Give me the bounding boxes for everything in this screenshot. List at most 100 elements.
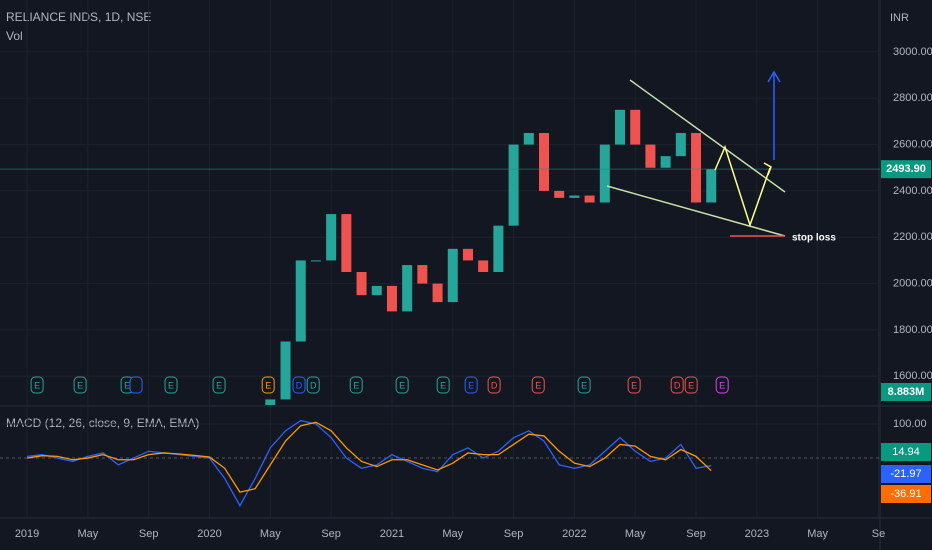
y-tick-label: 3000.00 (893, 46, 932, 58)
x-tick-label: Sep (139, 528, 159, 540)
event-label: D (674, 380, 681, 390)
event-label: E (581, 380, 587, 390)
event-label: E (440, 380, 446, 390)
x-tick-label: 2022 (562, 528, 586, 540)
event-badge (261, 376, 275, 394)
macd-tag-label: -21.97 (890, 468, 921, 480)
event-label: E (688, 380, 694, 390)
x-tick-label: May (625, 528, 646, 540)
candle (280, 341, 291, 400)
price-tag-label: 2493.90 (886, 163, 926, 175)
event-badge (73, 376, 87, 394)
candle (493, 225, 504, 273)
candle (630, 109, 641, 145)
event-label: D (296, 380, 303, 390)
x-tick-label: Sep (686, 528, 706, 540)
macd-line (26, 419, 712, 508)
event-badge (436, 376, 450, 394)
event-badge (464, 376, 478, 394)
symbol: RELIANCE INDS, 1D, NSE (6, 10, 151, 24)
candle (326, 214, 337, 261)
candle (645, 144, 656, 168)
event-label: E (77, 380, 83, 390)
event-badge (164, 376, 178, 394)
event-badge (531, 376, 545, 394)
event-badge (349, 376, 363, 394)
candle (554, 190, 565, 198)
y-tick-label: 1600.00 (893, 370, 932, 382)
event-label: E (353, 380, 359, 390)
candle (691, 132, 702, 203)
event-label: E (399, 380, 405, 390)
event-label: E (535, 380, 541, 390)
x-tick-label: 2023 (745, 528, 769, 540)
macd-tag (881, 485, 931, 503)
macd-tag (881, 465, 931, 483)
event-badge (292, 376, 306, 394)
macd-pane (26, 419, 712, 508)
x-tick-label: 2021 (380, 528, 404, 540)
event-label: E (468, 380, 474, 390)
arrow-head (763, 162, 772, 176)
wedge-top (629, 79, 786, 193)
projection (714, 144, 771, 228)
x-tick-label: Se (872, 528, 885, 540)
event-label: E (719, 380, 725, 390)
candle (660, 156, 671, 168)
currency: INR (890, 12, 909, 24)
event-label: E (265, 380, 271, 390)
x-tick-label: Sep (504, 528, 524, 540)
candle (478, 260, 489, 273)
candle (432, 283, 443, 303)
x-tick-label: May (442, 528, 463, 540)
event-label: E (34, 380, 40, 390)
event-badge (627, 376, 641, 394)
candle (615, 109, 626, 145)
event-badge (30, 376, 44, 394)
x-tick-label: 2019 (15, 528, 39, 540)
event-label: D (310, 380, 317, 390)
candle (538, 132, 549, 191)
candle (417, 265, 428, 284)
y-tick-label: 2000.00 (893, 277, 932, 289)
x-tick-label: 2020 (197, 528, 221, 540)
x-tick-label: May (77, 528, 98, 540)
arrow-head (767, 70, 781, 83)
candle (462, 248, 473, 261)
event-badge (487, 376, 501, 394)
vol-label: Vol (6, 29, 23, 43)
price-tag (881, 160, 931, 179)
y-tick-label: 2800.00 (893, 92, 932, 104)
event-badge (129, 376, 143, 394)
event-badge (306, 376, 320, 394)
x-tick-label: May (807, 528, 828, 540)
candle (371, 285, 382, 296)
event-label: E (168, 380, 174, 390)
macd-tag-label: 14.94 (892, 446, 920, 458)
event-label: E (631, 380, 637, 390)
volume-tag (881, 383, 931, 401)
volume-tag-label: 8.883M (888, 386, 925, 398)
event-badge (670, 376, 684, 394)
candle (356, 272, 367, 296)
pattern (606, 70, 786, 237)
x-tick-label: May (260, 528, 281, 540)
event-label: D (491, 380, 498, 390)
event-badge (684, 376, 698, 394)
macd-tag (881, 443, 931, 461)
event-badge (577, 376, 591, 394)
candle (675, 132, 686, 157)
candle (584, 195, 595, 203)
x-tick-label: Sep (321, 528, 341, 540)
price-pane (265, 109, 717, 405)
annotation: stop loss (792, 233, 836, 244)
candle (310, 260, 321, 262)
macd-line (26, 421, 712, 493)
macd-title: MACD (12, 26, close, 9, EMA, EMA) (6, 416, 199, 430)
candle (706, 169, 717, 203)
event-badge (395, 376, 409, 394)
candle (447, 248, 458, 303)
candle (386, 285, 397, 312)
candle (523, 132, 534, 145)
